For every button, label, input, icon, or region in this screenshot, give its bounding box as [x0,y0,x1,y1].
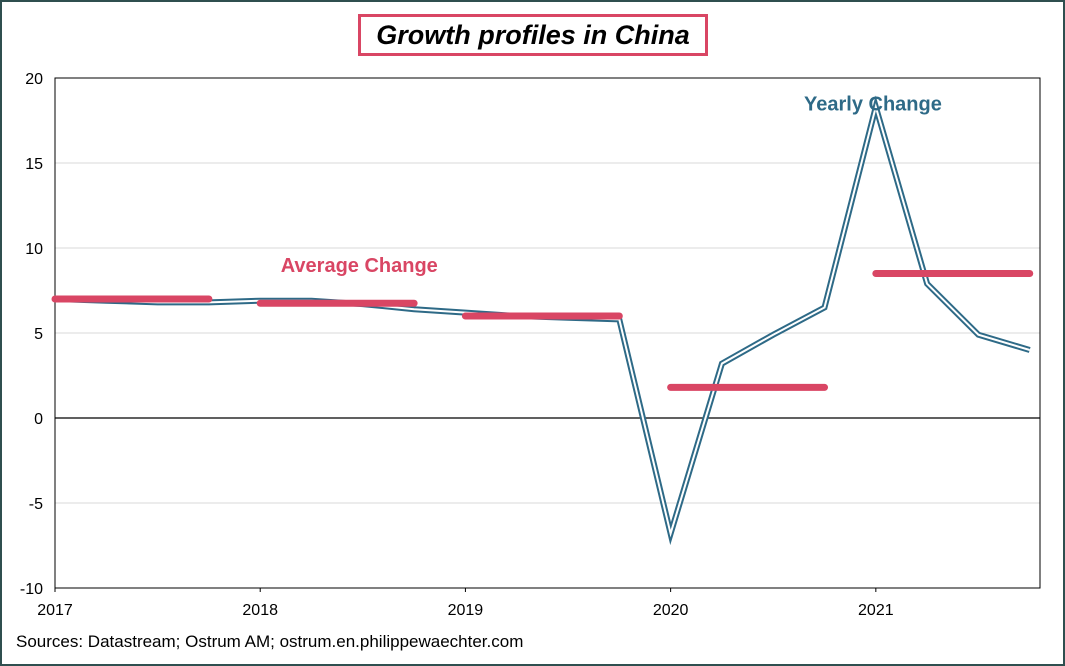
x-tick-label: 2021 [858,602,894,619]
plot-area-border [54,77,1041,589]
y-tick-label: 10 [25,241,43,258]
x-tick-label: 2019 [448,602,484,619]
y-tick-label: 15 [25,156,43,173]
y-tick-label: 0 [34,411,43,428]
yearly-change-line-outer [54,95,1031,546]
y-tick-label: 20 [25,71,43,88]
x-tick-label: 2020 [653,602,689,619]
y-tick-label: -5 [29,496,43,513]
y-tick-label: -10 [20,581,43,598]
yearly-change-line-inner [54,103,1030,538]
x-tick-label: 2018 [242,602,278,619]
chart-title: Growth profiles in China [358,14,708,56]
series-annotation: Average Change [281,255,438,277]
series-annotation: Yearly Change [804,93,942,115]
x-tick-label: 2017 [37,602,73,619]
y-tick-label: 5 [34,326,43,343]
source-note: Sources: Datastream; Ostrum AM; ostrum.e… [16,632,524,651]
